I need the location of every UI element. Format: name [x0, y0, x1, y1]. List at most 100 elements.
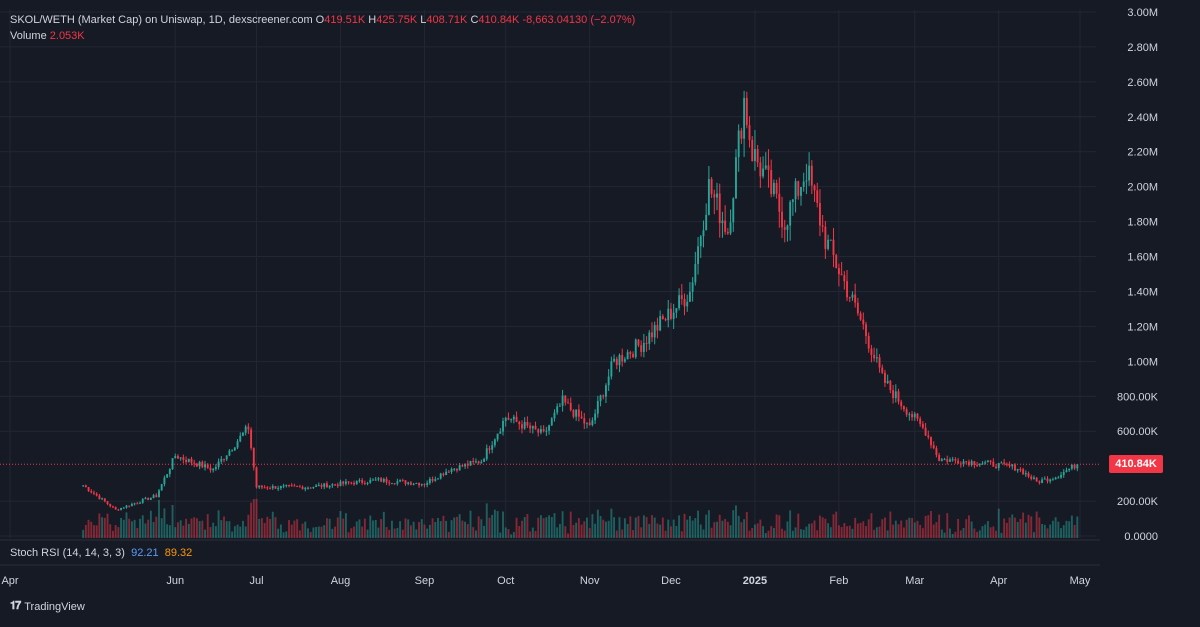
volume-bar	[832, 514, 835, 538]
candle-body	[355, 480, 358, 485]
volume-bar	[648, 523, 651, 538]
candle-body	[542, 429, 545, 432]
y-tick-label: 2.20M	[1127, 147, 1158, 159]
candle-body	[521, 424, 523, 429]
volume-bar	[1024, 522, 1027, 538]
candle-body	[139, 502, 141, 504]
candle-body	[691, 282, 694, 292]
volume-bar	[361, 526, 364, 538]
volume-bar	[258, 518, 261, 538]
volume-bar	[521, 520, 523, 538]
candle-body	[109, 503, 112, 507]
candle-body	[710, 179, 713, 195]
volume-bar	[1043, 524, 1046, 538]
candle-body	[824, 226, 827, 249]
candle-body	[342, 481, 345, 484]
pair-label: SKOL/WETH (Market Cap) on Uniswap, 1D, d…	[10, 14, 313, 26]
volume-bar	[507, 529, 510, 538]
volume-bar	[813, 520, 816, 538]
candle-body	[702, 230, 705, 237]
candle-body	[697, 246, 699, 264]
candle-body	[772, 183, 775, 195]
volume-bar	[564, 526, 567, 538]
volume-bar	[599, 515, 602, 538]
candle-body	[439, 473, 442, 479]
candle-body	[997, 463, 1000, 469]
volume-bar	[526, 514, 529, 538]
candle-body	[594, 413, 597, 421]
volume-bar	[285, 531, 288, 538]
candle-body	[412, 483, 415, 485]
volume-bar	[959, 530, 962, 538]
volume-bar	[461, 520, 464, 538]
candle-body	[269, 488, 271, 490]
volume-bar	[282, 532, 285, 538]
tradingview-logo[interactable]: 𝟏𝟕 TradingView	[10, 600, 85, 613]
volume-bar	[710, 527, 713, 538]
candle-body	[472, 461, 475, 463]
y-tick-label: 2.00M	[1127, 182, 1158, 194]
candle-body	[558, 405, 561, 407]
volume-bar	[737, 515, 740, 538]
volume-bar	[859, 522, 862, 538]
volume-bar	[166, 524, 169, 538]
candle-body	[1022, 469, 1025, 475]
candle-body	[391, 483, 393, 485]
volume-bar	[724, 519, 727, 538]
volume-bar	[228, 521, 231, 538]
candle-body	[556, 406, 559, 413]
candle-body	[374, 479, 377, 481]
candle-body	[133, 503, 136, 505]
x-tick-label: 2025	[743, 575, 767, 587]
volume-bar	[103, 517, 106, 538]
volume-bar	[239, 526, 242, 538]
candle-body	[187, 458, 190, 463]
volume-bar	[271, 511, 274, 538]
volume-bar	[840, 527, 843, 538]
volume-bar	[426, 528, 429, 538]
volume-bar	[778, 515, 781, 538]
volume-bar	[504, 527, 507, 538]
candle-body	[827, 239, 830, 249]
stoch-rsi-legend[interactable]: Stoch RSI (14, 14, 3, 3) 92.21 89.32	[10, 545, 192, 561]
volume-bar	[632, 530, 634, 538]
candle-body	[228, 450, 231, 456]
candle-body	[675, 308, 678, 313]
volume-bar	[177, 522, 179, 538]
candle-body	[881, 367, 884, 373]
volume-bar	[336, 517, 339, 538]
volume-bar	[688, 515, 691, 538]
candle-body	[474, 461, 477, 463]
candle-body	[732, 198, 735, 223]
volume-bar	[569, 511, 572, 538]
x-tick-label: Nov	[580, 575, 600, 587]
y-tick-label: 800.00K	[1117, 391, 1159, 403]
candle-body	[1062, 471, 1065, 475]
volume-bar	[986, 521, 989, 538]
candle-body	[591, 420, 594, 425]
candle-body	[634, 339, 637, 358]
axis-labels: 3.00M 2.80M 2.60M 2.40M 2.20M 2.00M 1.80M 1.60M…	[1, 7, 1158, 587]
candle-body	[190, 458, 193, 463]
candle-body	[198, 461, 201, 467]
candle-body	[783, 227, 786, 230]
volume-bar	[111, 530, 114, 538]
candle-body	[204, 464, 206, 468]
candle-body	[309, 487, 312, 489]
volume-bar	[651, 515, 653, 538]
volume-bar	[580, 524, 583, 538]
candle-body	[103, 498, 106, 502]
candle-body	[615, 358, 618, 366]
volume-bar	[412, 521, 415, 538]
volume-bar	[965, 519, 968, 538]
volume-bar	[683, 513, 686, 538]
candle-body	[583, 418, 586, 424]
volume-bar	[160, 518, 163, 538]
candle-body	[320, 484, 323, 487]
volume-bar	[469, 510, 472, 538]
candle-body	[225, 455, 228, 460]
volume-bar	[610, 508, 613, 538]
volume-bar	[1003, 518, 1006, 538]
